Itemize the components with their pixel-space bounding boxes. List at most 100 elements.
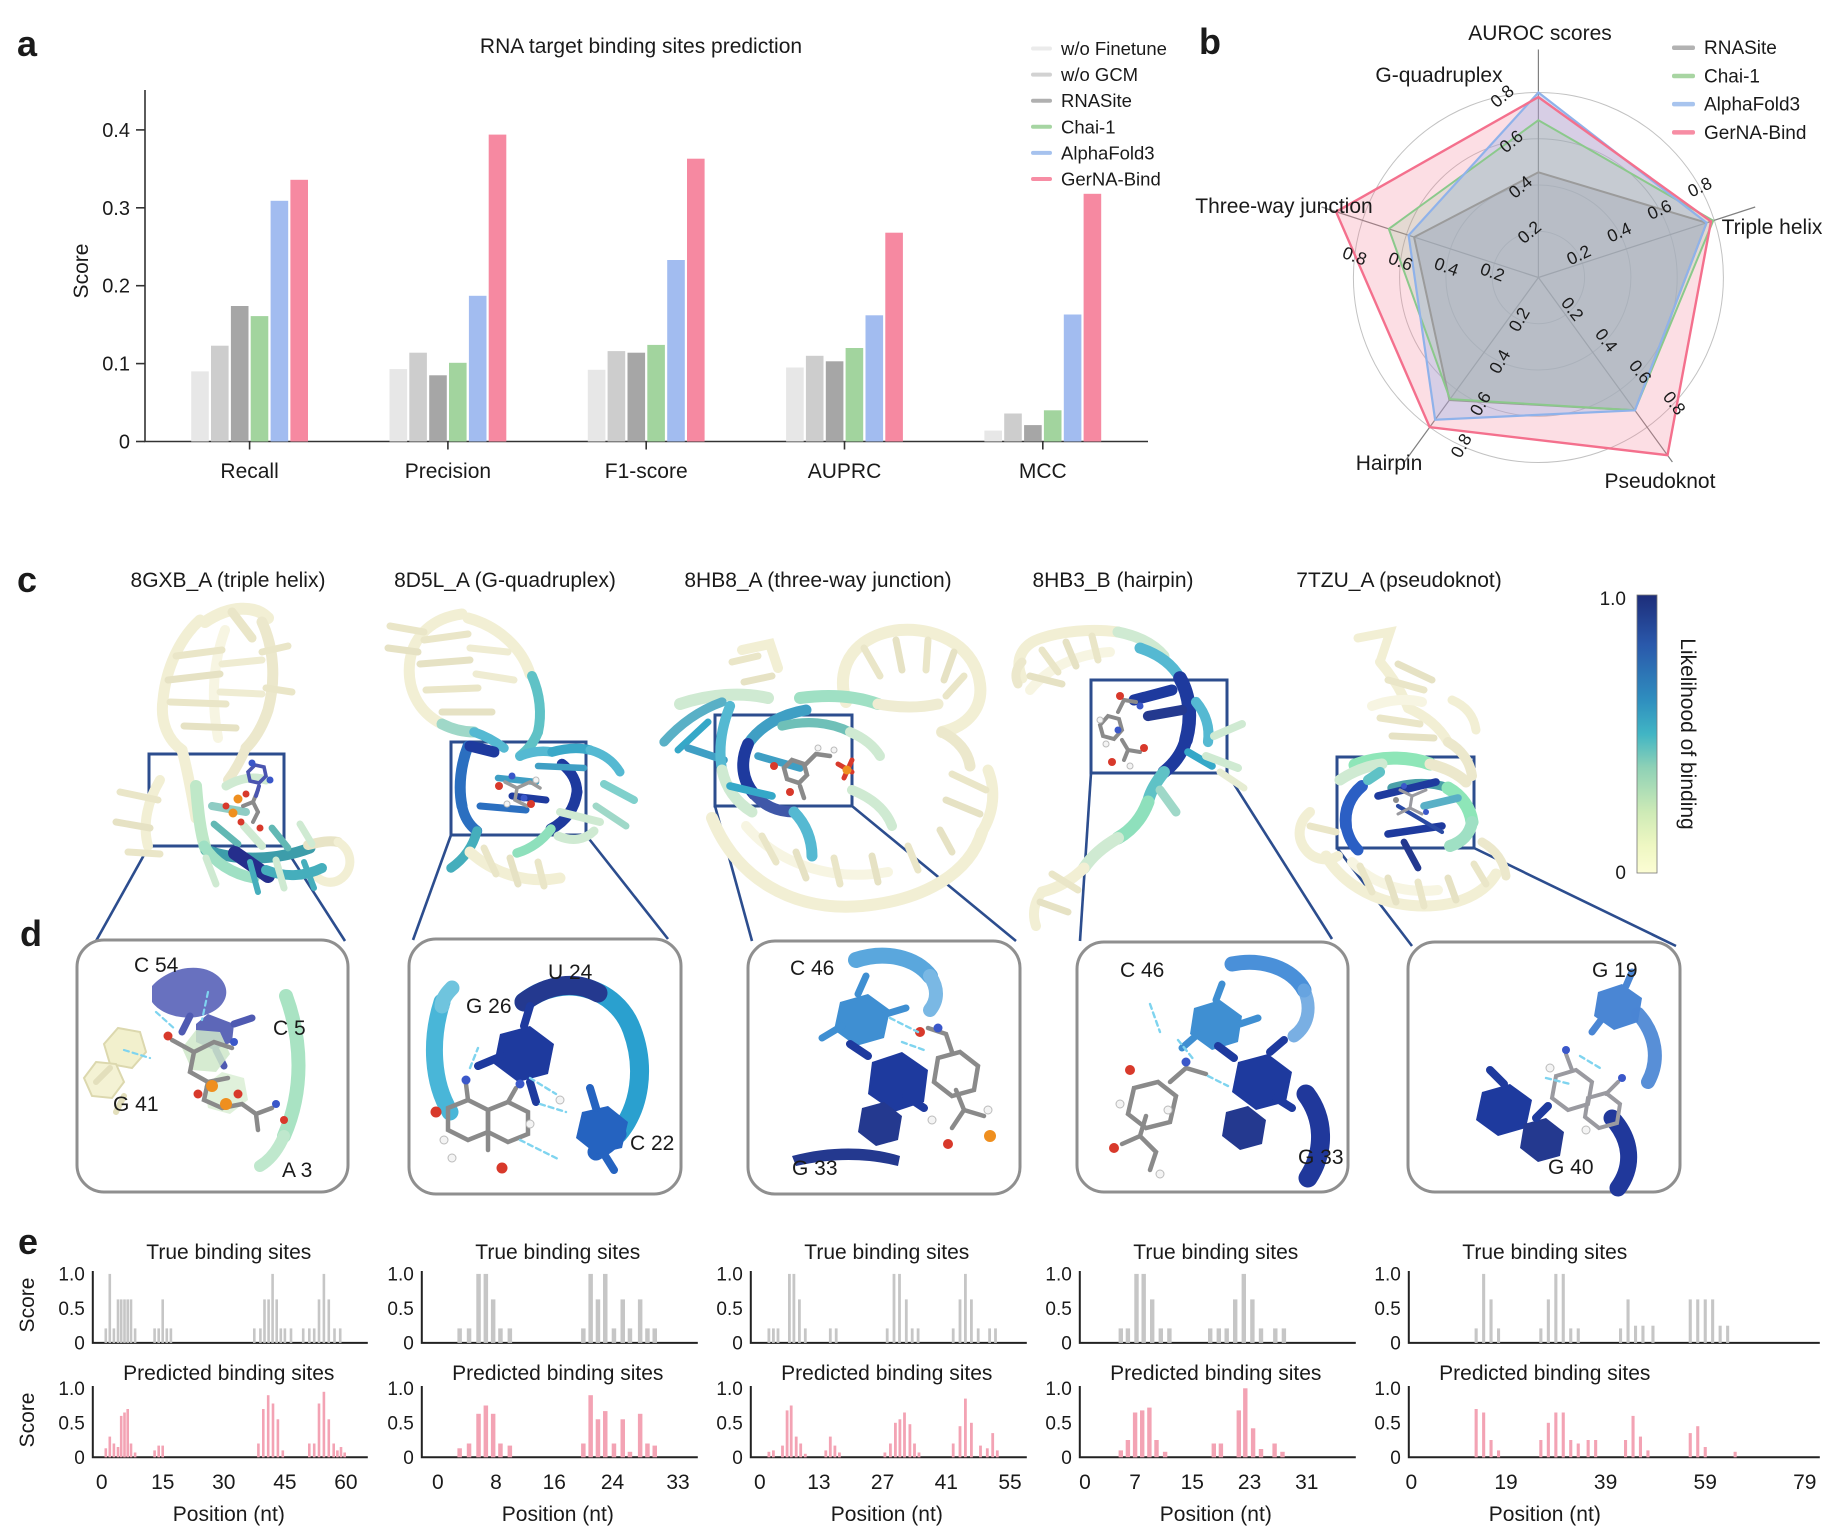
svg-text:0.2: 0.2	[102, 276, 130, 298]
svg-text:45: 45	[273, 1471, 296, 1494]
svg-text:AUROC scores: AUROC scores	[1468, 22, 1612, 45]
svg-text:1.0: 1.0	[58, 1379, 84, 1400]
svg-text:1.0: 1.0	[1045, 1264, 1071, 1285]
svg-text:1.0: 1.0	[1374, 1264, 1400, 1285]
svg-text:Predicted binding sites: Predicted binding sites	[1439, 1362, 1650, 1385]
svg-text:0: 0	[1615, 863, 1626, 884]
svg-text:15: 15	[151, 1471, 174, 1494]
svg-text:RNASite: RNASite	[1704, 38, 1777, 59]
svg-text:1.0: 1.0	[716, 1264, 742, 1285]
svg-text:1.0: 1.0	[387, 1379, 413, 1400]
svg-text:0.5: 0.5	[58, 1299, 84, 1320]
svg-text:7: 7	[1129, 1471, 1141, 1494]
svg-text:0.8: 0.8	[1446, 430, 1475, 461]
svg-text:Triple helix: Triple helix	[1722, 216, 1823, 239]
svg-text:0: 0	[74, 1448, 85, 1469]
svg-text:True binding sites: True binding sites	[1133, 1241, 1298, 1264]
svg-text:8HB8_A (three-way junction): 8HB8_A (three-way junction)	[684, 569, 951, 592]
svg-text:Score: Score	[16, 1278, 39, 1333]
svg-text:Three-way junction: Three-way junction	[1195, 195, 1372, 218]
svg-text:0.3: 0.3	[102, 198, 130, 220]
svg-text:0: 0	[1390, 1333, 1401, 1354]
svg-text:55: 55	[998, 1471, 1021, 1494]
svg-text:8GXB_A (triple helix): 8GXB_A (triple helix)	[131, 569, 326, 592]
svg-text:AlphaFold3: AlphaFold3	[1704, 95, 1800, 116]
svg-text:8: 8	[490, 1471, 502, 1494]
svg-text:0: 0	[1061, 1448, 1072, 1469]
svg-text:RNA target binding sites predi: RNA target binding sites prediction	[480, 35, 802, 58]
svg-text:Hairpin: Hairpin	[1356, 452, 1423, 475]
svg-text:RNASite: RNASite	[1061, 90, 1132, 111]
svg-text:0.5: 0.5	[1374, 1413, 1400, 1434]
svg-text:8D5L_A (G-quadruplex): 8D5L_A (G-quadruplex)	[394, 569, 616, 592]
svg-text:0.5: 0.5	[58, 1413, 84, 1434]
svg-text:G 41: G 41	[113, 1093, 159, 1116]
svg-text:Predicted binding sites: Predicted binding sites	[123, 1362, 334, 1385]
svg-text:1.0: 1.0	[1600, 589, 1626, 610]
svg-text:U 24: U 24	[548, 961, 593, 984]
svg-text:13: 13	[807, 1471, 830, 1494]
svg-text:0: 0	[432, 1471, 444, 1494]
svg-text:79: 79	[1793, 1471, 1816, 1494]
svg-text:0.1: 0.1	[102, 354, 130, 376]
svg-text:24: 24	[601, 1471, 625, 1494]
svg-text:0: 0	[403, 1333, 414, 1354]
svg-text:G 26: G 26	[466, 995, 512, 1018]
svg-text:MCC: MCC	[1019, 460, 1067, 483]
svg-text:1.0: 1.0	[716, 1379, 742, 1400]
svg-text:0: 0	[1061, 1333, 1072, 1354]
svg-text:7TZU_A (pseudoknot): 7TZU_A (pseudoknot)	[1296, 569, 1501, 592]
svg-text:0: 0	[96, 1471, 108, 1494]
svg-text:16: 16	[543, 1471, 566, 1494]
svg-text:Position (nt): Position (nt)	[1489, 1503, 1601, 1526]
svg-text:0.5: 0.5	[716, 1299, 742, 1320]
svg-text:G 33: G 33	[1298, 1146, 1344, 1169]
svg-text:0: 0	[119, 432, 130, 454]
svg-text:0.5: 0.5	[1045, 1413, 1071, 1434]
svg-text:19: 19	[1494, 1471, 1517, 1494]
svg-text:AUPRC: AUPRC	[808, 460, 882, 483]
svg-text:G 40: G 40	[1548, 1156, 1594, 1179]
svg-text:1.0: 1.0	[58, 1264, 84, 1285]
svg-text:C 54: C 54	[134, 954, 179, 977]
svg-text:Position (nt): Position (nt)	[1160, 1503, 1272, 1526]
svg-text:27: 27	[871, 1471, 894, 1494]
svg-text:1.0: 1.0	[1045, 1379, 1071, 1400]
svg-text:Position (nt): Position (nt)	[502, 1503, 614, 1526]
svg-text:True binding sites: True binding sites	[1462, 1241, 1627, 1264]
svg-text:Score: Score	[70, 244, 93, 299]
svg-text:GerNA-Bind: GerNA-Bind	[1704, 123, 1806, 144]
svg-text:a: a	[17, 23, 38, 64]
svg-text:Recall: Recall	[220, 460, 278, 483]
svg-text:0.8: 0.8	[1684, 173, 1715, 201]
svg-text:e: e	[18, 1221, 38, 1262]
svg-text:Predicted binding sites: Predicted binding sites	[452, 1362, 663, 1385]
svg-text:0.5: 0.5	[1045, 1299, 1071, 1320]
svg-text:Score: Score	[16, 1393, 39, 1448]
svg-text:Chai-1: Chai-1	[1704, 66, 1760, 87]
svg-text:w/o Finetune: w/o Finetune	[1060, 38, 1167, 59]
svg-text:Chai-1: Chai-1	[1061, 116, 1116, 137]
svg-text:1.0: 1.0	[387, 1264, 413, 1285]
svg-text:True binding sites: True binding sites	[475, 1241, 640, 1264]
svg-text:0.5: 0.5	[387, 1413, 413, 1434]
svg-text:0.4: 0.4	[102, 120, 130, 142]
svg-text:Precision: Precision	[405, 460, 491, 483]
svg-text:AlphaFold3: AlphaFold3	[1061, 142, 1155, 163]
svg-text:G 19: G 19	[1592, 959, 1638, 982]
svg-text:True binding sites: True binding sites	[146, 1241, 311, 1264]
svg-text:F1-score: F1-score	[605, 460, 688, 483]
svg-text:1.0: 1.0	[1374, 1379, 1400, 1400]
svg-text:Predicted binding sites: Predicted binding sites	[1110, 1362, 1321, 1385]
svg-text:0: 0	[403, 1448, 414, 1469]
svg-text:G-quadruplex: G-quadruplex	[1375, 64, 1503, 87]
svg-text:0: 0	[1079, 1471, 1091, 1494]
svg-text:0: 0	[732, 1448, 743, 1469]
svg-text:C 5: C 5	[273, 1017, 306, 1040]
svg-text:True binding sites: True binding sites	[804, 1241, 969, 1264]
svg-text:c: c	[17, 559, 37, 600]
svg-text:A 3: A 3	[282, 1159, 312, 1182]
svg-text:0: 0	[754, 1471, 766, 1494]
svg-text:8HB3_B (hairpin): 8HB3_B (hairpin)	[1032, 569, 1193, 592]
svg-text:0: 0	[74, 1333, 85, 1354]
